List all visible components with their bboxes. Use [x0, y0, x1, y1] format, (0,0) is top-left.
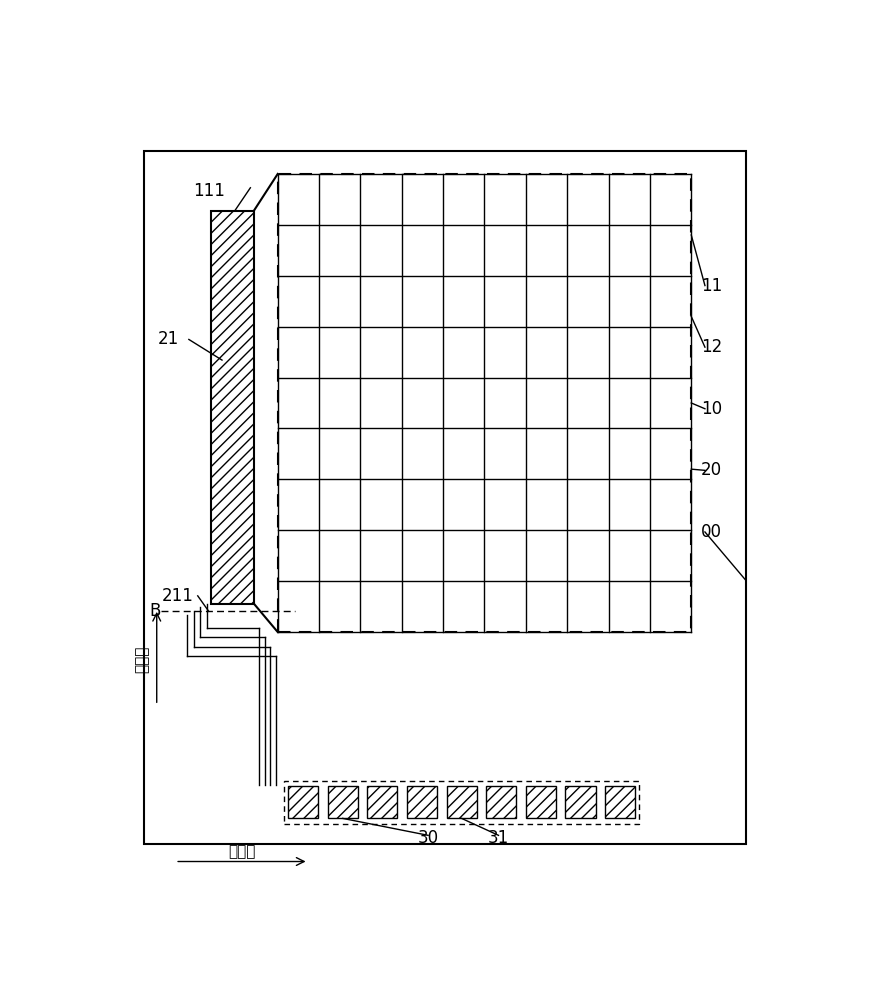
- Bar: [605, 786, 635, 818]
- Text: 211: 211: [161, 587, 193, 605]
- Bar: [212, 211, 254, 604]
- Text: B: B: [149, 602, 161, 620]
- Bar: [526, 786, 556, 818]
- Bar: [278, 174, 691, 632]
- Text: 30: 30: [417, 829, 438, 847]
- Bar: [284, 781, 639, 824]
- Bar: [327, 786, 358, 818]
- Bar: [486, 786, 516, 818]
- Bar: [145, 151, 746, 844]
- Text: 11: 11: [701, 277, 722, 295]
- Text: 行方向: 行方向: [228, 844, 256, 859]
- Bar: [288, 786, 318, 818]
- Bar: [565, 786, 595, 818]
- Text: 00: 00: [701, 523, 722, 541]
- Text: 20: 20: [701, 461, 722, 479]
- Text: 10: 10: [701, 400, 722, 418]
- Text: 列方向: 列方向: [134, 645, 149, 673]
- Bar: [407, 786, 437, 818]
- Text: 31: 31: [488, 829, 509, 847]
- Text: 21: 21: [158, 330, 179, 348]
- Bar: [367, 786, 397, 818]
- Text: 111: 111: [193, 182, 225, 200]
- Text: 12: 12: [701, 338, 722, 356]
- Bar: [446, 786, 476, 818]
